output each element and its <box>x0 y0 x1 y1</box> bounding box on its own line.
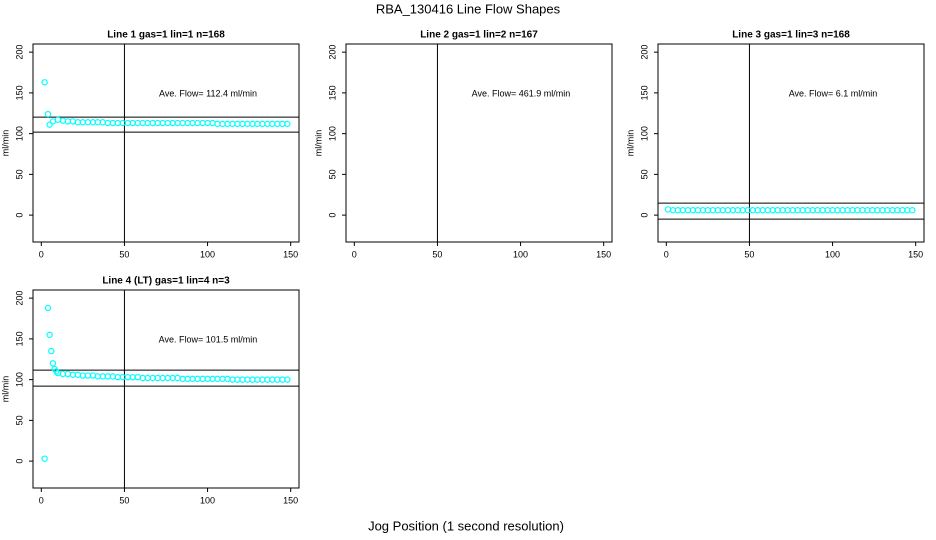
y-tick-label: 0 <box>327 213 337 218</box>
x-tick-label: 0 <box>39 249 44 259</box>
y-tick-label: 0 <box>639 213 649 218</box>
plot-frame <box>657 43 925 243</box>
point <box>664 206 672 213</box>
point <box>44 110 52 118</box>
point <box>46 331 53 339</box>
y-tick-label: 200 <box>14 45 24 60</box>
y-axis-label: ml/min <box>0 130 10 157</box>
x-tick-label: 100 <box>513 249 528 259</box>
x-axis-label: Jog Position (1 second resolution) <box>368 518 564 533</box>
y-axis-label: ml/min <box>625 130 635 157</box>
y-tick-label: 50 <box>639 169 649 179</box>
plot-frame <box>32 43 300 243</box>
x-tick-label: 50 <box>744 249 754 259</box>
point <box>284 376 291 383</box>
y-axis-label: ml/min <box>0 376 10 403</box>
x-tick-label: 150 <box>596 249 611 259</box>
y-tick-label: 100 <box>327 126 337 141</box>
y-tick-label: 50 <box>14 415 24 425</box>
point <box>41 79 48 86</box>
annotation: Ave. Flow= 101.5 ml/min <box>159 334 258 344</box>
x-tick-label: 100 <box>200 495 215 505</box>
point <box>284 120 291 128</box>
panel-title: Line 1 gas=1 lin=1 n=168 <box>107 30 225 41</box>
panel-title: Line 3 gas=1 lin=3 n=168 <box>732 30 850 41</box>
y-tick-label: 0 <box>14 459 24 464</box>
point <box>49 360 57 367</box>
plot-frame <box>345 43 613 243</box>
y-tick-label: 200 <box>639 45 649 60</box>
annotation: Ave. Flow= 112.4 ml/min <box>159 88 257 98</box>
y-tick-label: 150 <box>639 85 649 100</box>
annotation: Ave. Flow= 461.9 ml/min <box>472 88 571 98</box>
point <box>59 117 67 124</box>
y-tick-label: 100 <box>14 372 24 387</box>
y-axis-label: ml/min <box>313 130 323 157</box>
x-tick-label: 50 <box>119 495 129 505</box>
annotation: Ave. Flow= 6.1 ml/min <box>789 88 878 98</box>
x-tick-label: 150 <box>283 249 298 259</box>
y-tick-label: 150 <box>327 85 337 100</box>
plot-frame <box>32 289 300 489</box>
y-tick-label: 150 <box>14 85 24 100</box>
y-tick-label: 50 <box>14 169 24 179</box>
x-tick-label: 150 <box>908 249 923 259</box>
point <box>44 304 52 312</box>
point <box>53 368 60 375</box>
y-tick-label: 100 <box>639 126 649 141</box>
x-tick-label: 150 <box>283 495 298 505</box>
x-tick-label: 100 <box>825 249 840 259</box>
x-tick-label: 0 <box>664 249 669 259</box>
y-tick-label: 0 <box>14 213 24 218</box>
point <box>909 207 916 214</box>
panel-title: Line 4 (LT) gas=1 lin=4 n=3 <box>102 276 230 287</box>
x-tick-label: 50 <box>432 249 442 259</box>
figure-title: RBA_130416 Line Flow Shapes <box>376 1 561 16</box>
y-tick-label: 50 <box>327 169 337 179</box>
x-tick-label: 50 <box>119 249 129 259</box>
x-tick-label: 0 <box>352 249 357 259</box>
point <box>48 347 55 355</box>
y-tick-label: 200 <box>327 45 337 60</box>
point <box>46 121 53 128</box>
y-tick-label: 150 <box>14 331 24 346</box>
point <box>41 455 48 462</box>
y-tick-label: 200 <box>14 291 24 306</box>
panel-title: Line 2 gas=1 lin=2 n=167 <box>420 30 538 41</box>
x-tick-label: 0 <box>39 495 44 505</box>
y-tick-label: 100 <box>14 126 24 141</box>
point <box>54 116 62 123</box>
x-tick-label: 100 <box>200 249 215 259</box>
